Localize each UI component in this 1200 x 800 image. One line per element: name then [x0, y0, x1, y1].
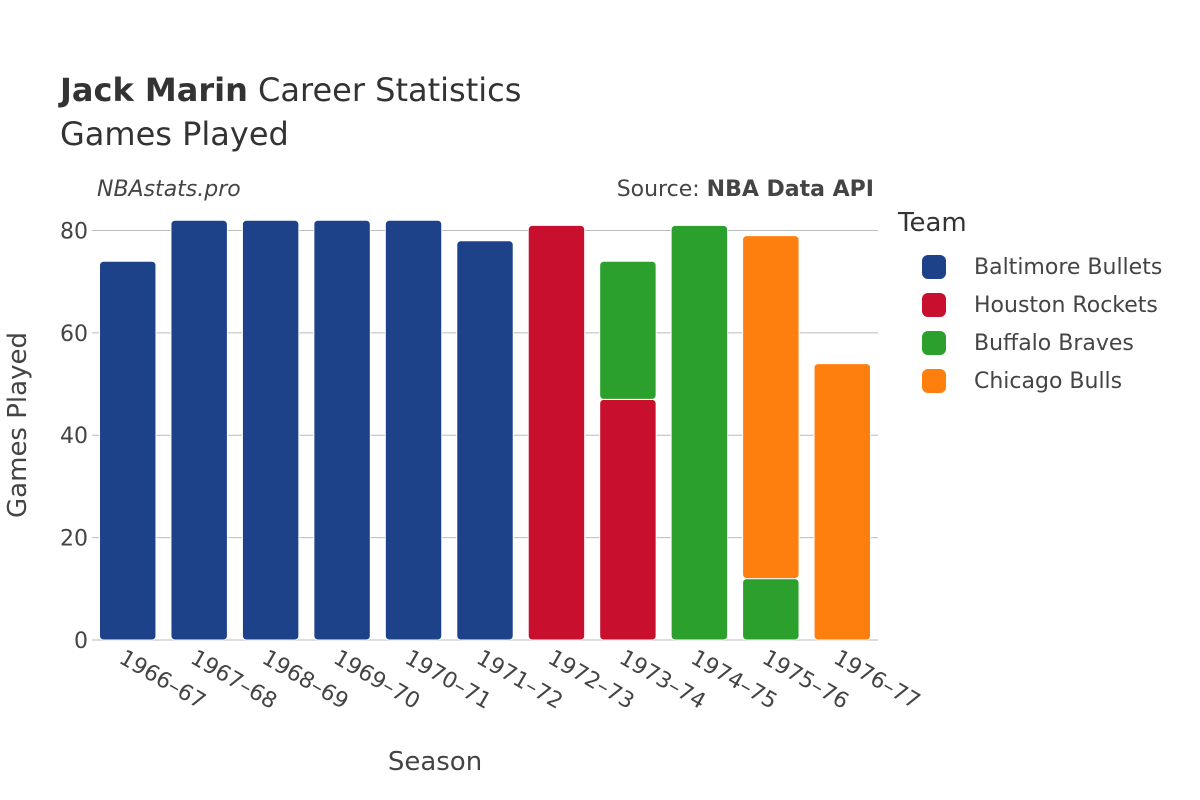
legend-swatch	[922, 293, 946, 317]
title-player-name: Jack Marin	[60, 71, 248, 109]
bar-segment	[599, 260, 657, 400]
bar-segment	[527, 224, 586, 641]
legend: Team Baltimore Bullets Houston Rockets B…	[898, 208, 1162, 400]
y-tick-label: 80	[60, 219, 88, 244]
legend-label: Chicago Bulls	[974, 368, 1123, 394]
bar-segment	[99, 260, 157, 641]
legend-swatch	[922, 331, 946, 355]
bar-segment	[313, 219, 371, 641]
bar-segment	[170, 219, 228, 641]
legend-item-houston-rockets[interactable]: Houston Rockets	[898, 286, 1162, 324]
bar-segment	[384, 219, 443, 641]
source-prefix: Source:	[616, 177, 707, 202]
bar-segment	[241, 219, 300, 641]
y-tick-label: 40	[60, 424, 88, 449]
bar-segment	[742, 235, 800, 580]
source-name: NBA Data API	[706, 177, 874, 202]
legend-swatch	[922, 255, 946, 279]
y-tick-label: 20	[60, 527, 88, 552]
legend-item-baltimore-bullets[interactable]: Baltimore Bullets	[898, 248, 1162, 286]
bar-segment	[813, 363, 871, 641]
legend-item-buffalo-braves[interactable]: Buffalo Braves	[898, 324, 1162, 362]
chart-title: Jack Marin Career Statistics Games Playe…	[60, 68, 521, 156]
legend-label: Houston Rockets	[974, 292, 1158, 318]
title-rest: Career Statistics	[258, 71, 522, 109]
y-tick-label: 0	[74, 629, 88, 654]
bar-segment	[670, 224, 729, 641]
y-tick-label: 60	[60, 322, 88, 347]
bar-segment	[456, 240, 514, 641]
legend-swatch	[922, 369, 946, 393]
y-axis-title: Games Played	[3, 332, 33, 518]
watermark: NBAstats.pro	[97, 177, 241, 202]
legend-label: Buffalo Braves	[974, 330, 1134, 356]
x-axis-title: Season	[388, 747, 482, 777]
bar-segment	[599, 398, 657, 641]
legend-label: Baltimore Bullets	[974, 254, 1163, 280]
bar-segment	[742, 578, 800, 641]
chart-subtitle: Games Played	[60, 115, 289, 153]
legend-item-chicago-bulls[interactable]: Chicago Bulls	[898, 362, 1162, 400]
legend-title: Team	[898, 208, 967, 238]
source-credit: Source: NBA Data API	[617, 177, 874, 202]
